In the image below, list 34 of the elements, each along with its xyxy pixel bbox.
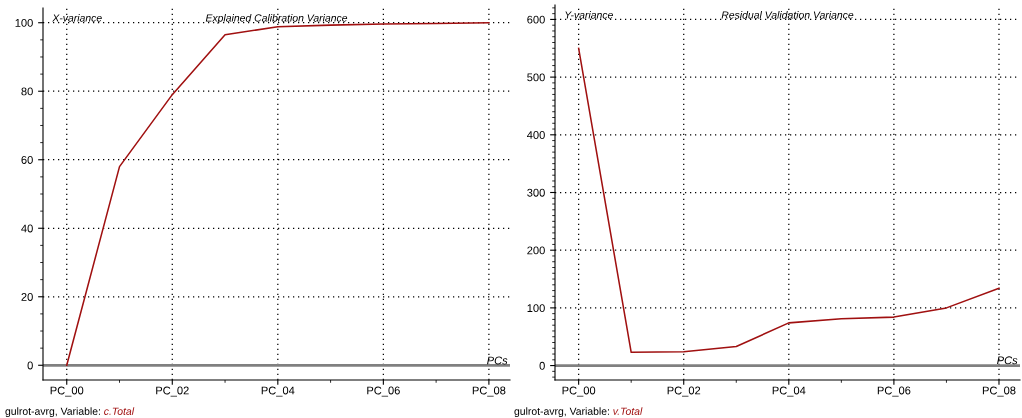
x-tick-label: PC_08: [472, 386, 506, 397]
text: gulrot-avrg, Variable:: [514, 407, 609, 417]
x-axis-title: PCs: [997, 356, 1018, 365]
chart-title: Residual Validation Variance: [721, 11, 854, 19]
y-tick-label: 100: [15, 19, 33, 27]
y-tick-label: 100: [527, 304, 545, 313]
y-tick-label: 600: [527, 15, 545, 24]
y-tick-label: 400: [527, 131, 545, 139]
y-tick-label: 300: [527, 188, 545, 197]
x-tick-label: PC_02: [156, 386, 189, 397]
y-tick-label: 200: [527, 246, 545, 255]
y-tick-label: 20: [21, 293, 33, 301]
x-tick-label: PC_06: [877, 386, 911, 397]
y-tick-label: 80: [21, 87, 33, 96]
y-tick-label: 0: [539, 361, 545, 370]
x-tick-label: PC_04: [772, 386, 806, 397]
line-series: [577, 47, 1000, 354]
text: v.Total: [613, 407, 643, 415]
y-tick-label: 60: [21, 156, 33, 164]
x-tick-label: PC_08: [982, 386, 1016, 397]
y-tick-label: 40: [21, 224, 33, 233]
text: c.Total: [104, 407, 135, 415]
text: gulrot-avrg, Variable:: [5, 407, 100, 417]
y-tick-label: 0: [27, 361, 33, 370]
x-axis-title: PCs: [487, 356, 508, 365]
x-tick-label: PC_06: [367, 386, 400, 397]
y-axis-title: X-variance: [52, 14, 102, 22]
x-tick-label: PC_00: [562, 386, 596, 397]
x-tick-label: PC_00: [50, 386, 84, 397]
y-axis-title: Y-variance: [565, 11, 613, 19]
text: Explained Calibration Variance: [205, 14, 348, 24]
x-tick-label: PC_02: [667, 386, 701, 397]
y-tick-label: 500: [527, 73, 545, 82]
x-tick-label: PC_04: [261, 386, 295, 397]
